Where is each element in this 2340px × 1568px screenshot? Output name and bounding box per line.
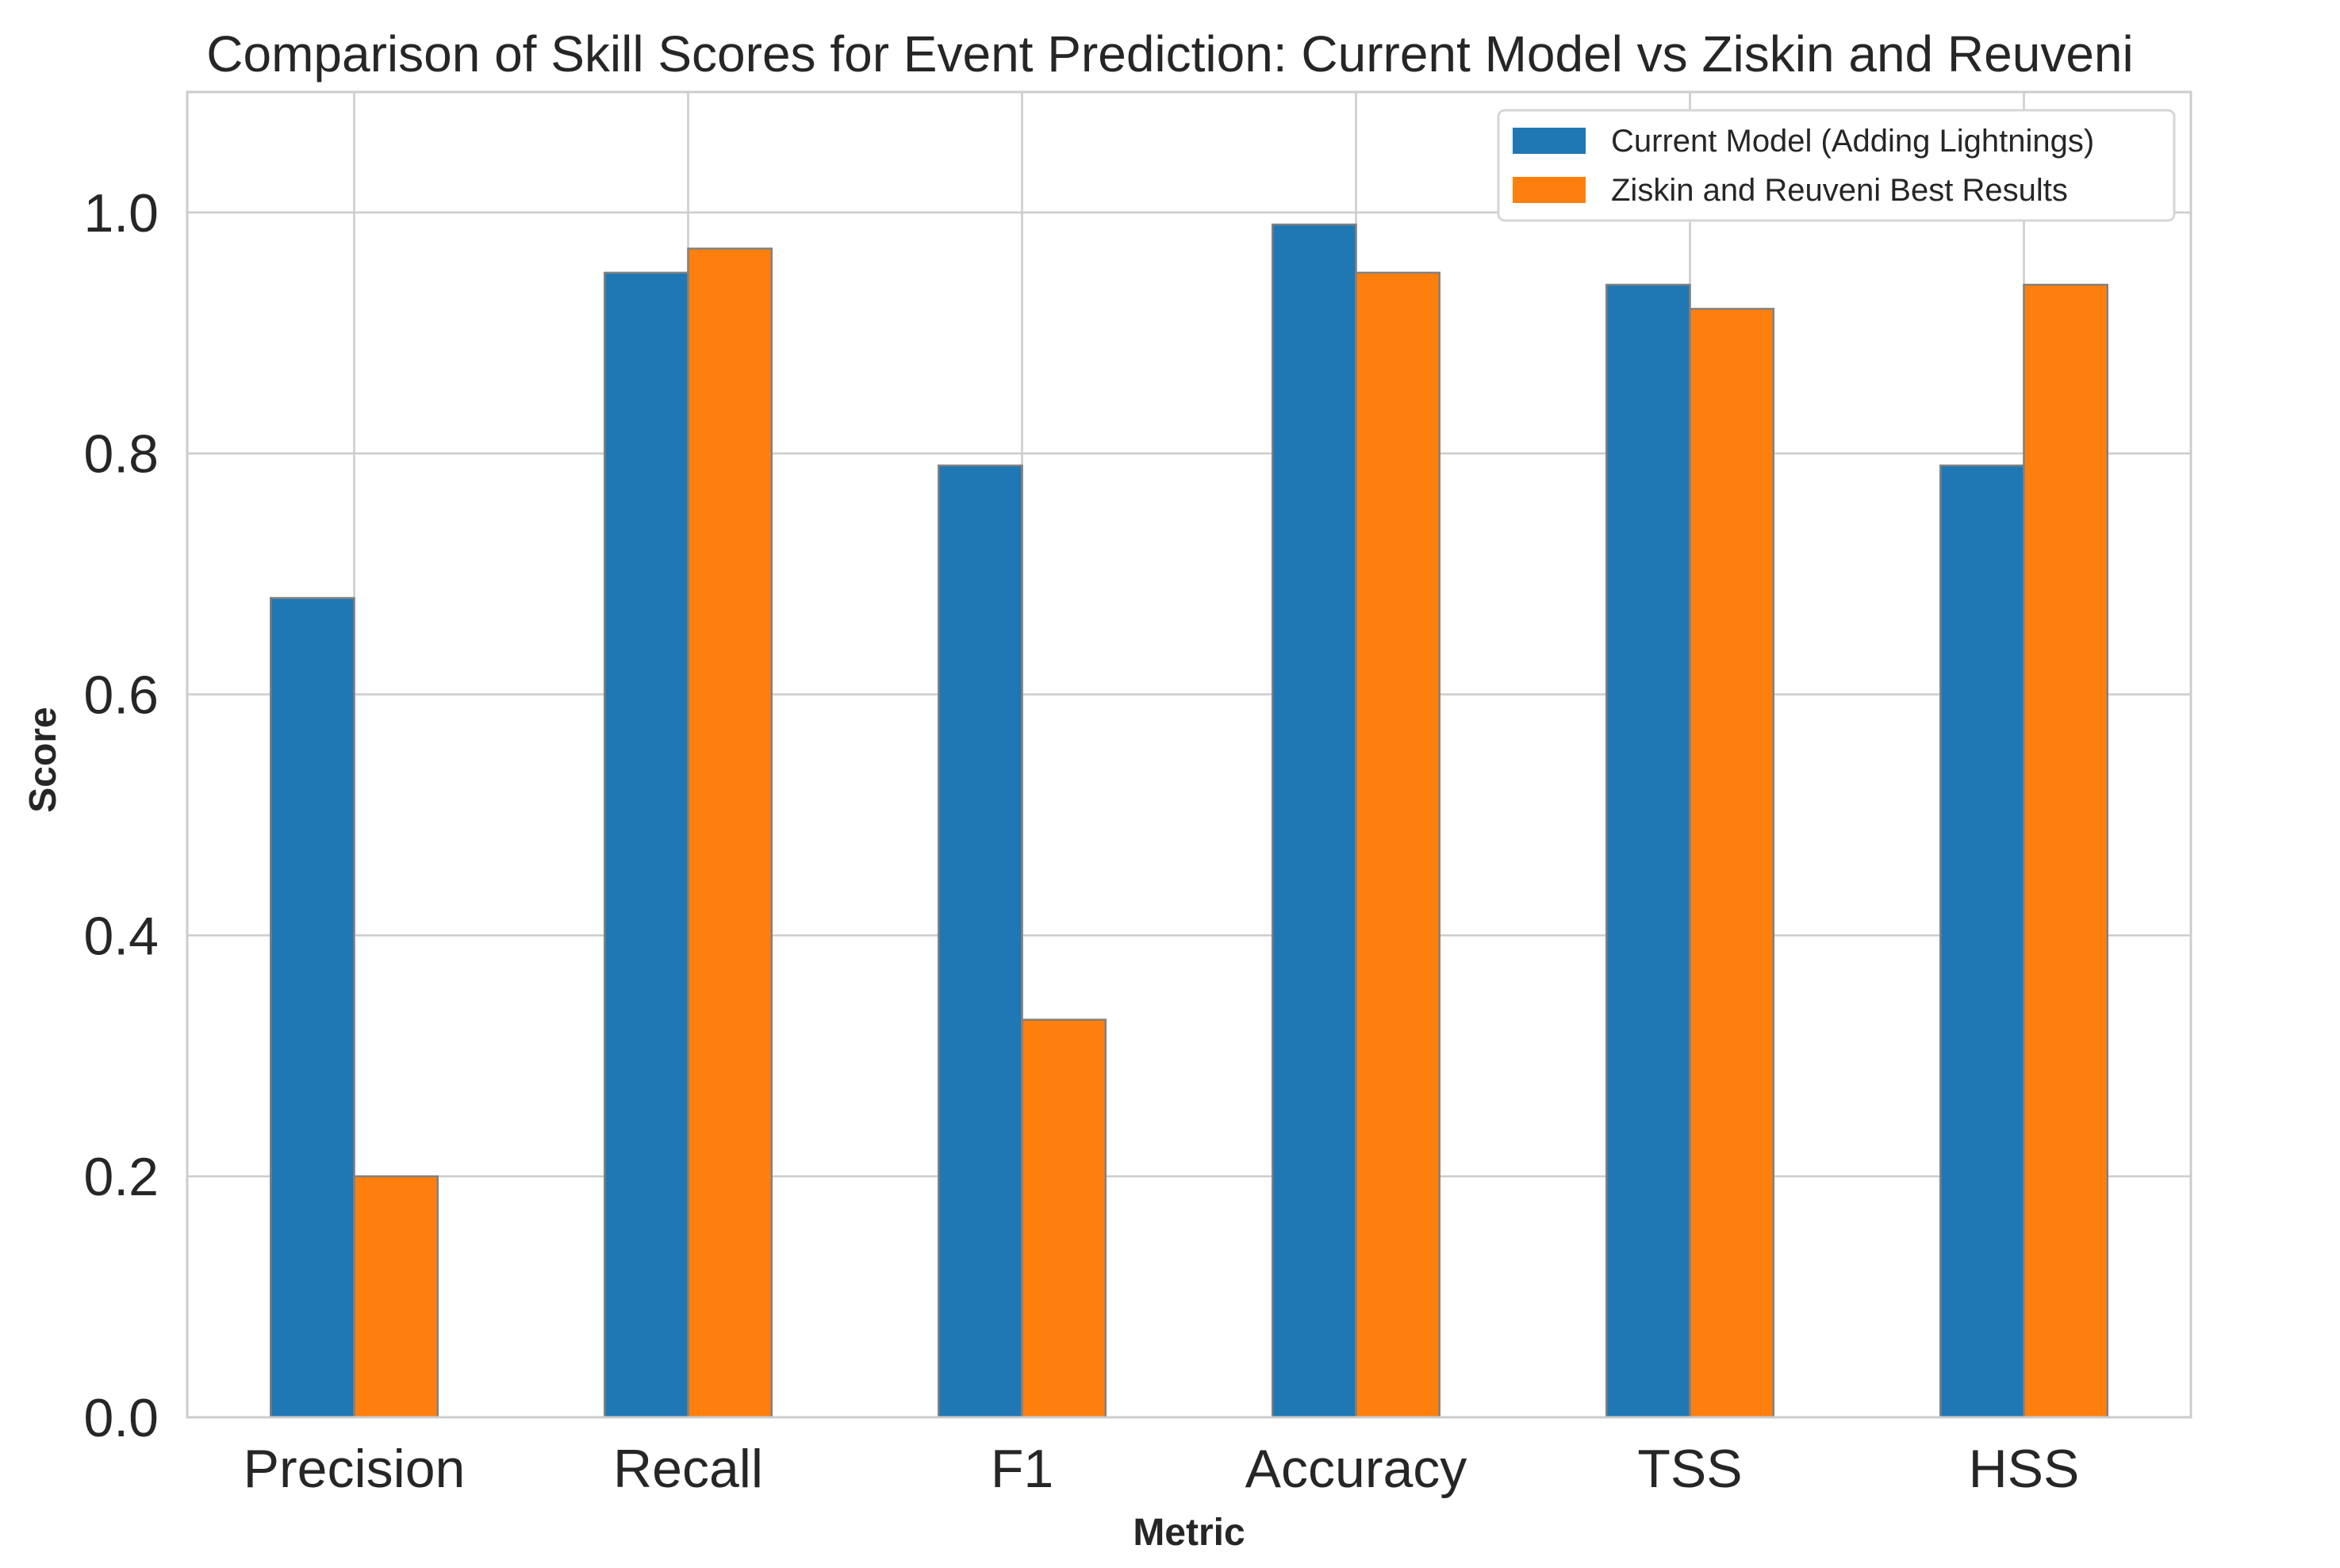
- y-tick-label: 0.0: [83, 1388, 159, 1448]
- y-tick-label: 0.2: [83, 1147, 159, 1207]
- legend-label-current-model: Current Model (Adding Lightnings): [1611, 124, 2094, 159]
- x-tick-label: HSS: [1969, 1439, 2080, 1499]
- bar-current-model-precision: [270, 596, 355, 1419]
- x-tick-label: Accuracy: [1245, 1439, 1467, 1499]
- x-tick-label: Precision: [244, 1439, 466, 1499]
- x-tick-labels: Precision Recall F1 Accuracy TSS HSS: [244, 1439, 2080, 1499]
- chart-title: Comparison of Skill Scores for Event Pre…: [206, 25, 2133, 82]
- legend-label-ziskin-reuveni: Ziskin and Reuveni Best Results: [1611, 173, 2068, 208]
- y-tick-label: 1.0: [83, 183, 159, 243]
- y-axis-label: Score: [22, 707, 64, 812]
- bar-ziskin-reuveni-accuracy: [1355, 271, 1440, 1419]
- bar-ziskin-reuveni-hss: [2023, 283, 2108, 1419]
- y-tick-label: 0.4: [83, 906, 159, 966]
- bars: [270, 223, 2108, 1419]
- bar-current-model-tss: [1605, 283, 1691, 1419]
- bar-current-model-recall: [604, 271, 689, 1419]
- bar-ziskin-reuveni-recall: [687, 247, 773, 1419]
- bar-ziskin-reuveni-f1: [1021, 1018, 1107, 1419]
- bar-current-model-hss: [1939, 464, 2025, 1419]
- plot-area: [187, 92, 2191, 1417]
- legend-swatch-current-model: [1513, 128, 1586, 154]
- legend-swatch-ziskin-reuveni: [1513, 177, 1586, 203]
- y-tick-label: 0.6: [83, 665, 159, 726]
- legend-frame: [1497, 109, 2176, 222]
- legend: Current Model (Adding Lightnings) Ziskin…: [1497, 109, 2176, 222]
- bar-current-model-f1: [938, 464, 1023, 1419]
- y-tick-labels: 0.0 0.2 0.4 0.6 0.8 1.0: [83, 183, 159, 1448]
- x-tick-label: TSS: [1637, 1439, 1742, 1499]
- x-tick-label: F1: [991, 1439, 1053, 1499]
- y-tick-label: 0.8: [83, 424, 159, 485]
- bar-ziskin-reuveni-precision: [353, 1175, 439, 1419]
- plot-frame: [186, 90, 2192, 1419]
- x-tick-label: Recall: [613, 1439, 763, 1499]
- bar-current-model-accuracy: [1272, 223, 1357, 1419]
- bar-ziskin-reuveni-tss: [1689, 308, 1774, 1419]
- x-axis-label: Metric: [1133, 1512, 1245, 1554]
